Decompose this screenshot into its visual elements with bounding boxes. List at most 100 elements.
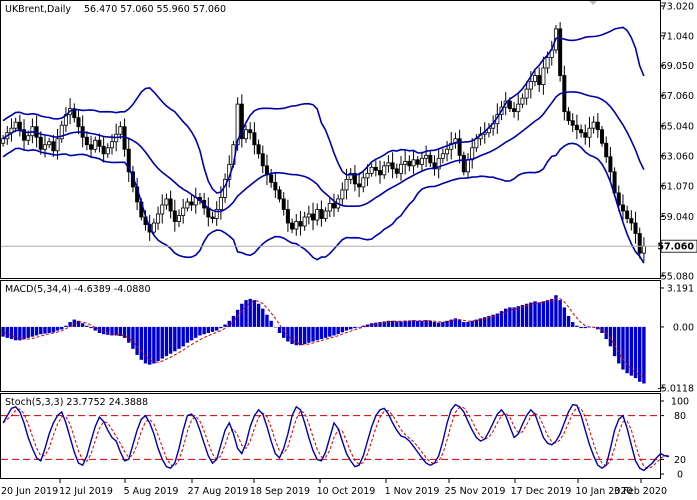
- candle-body: [604, 142, 609, 158]
- macd-bar: [457, 319, 462, 327]
- macd-bar: [399, 321, 403, 327]
- candle-body: [545, 57, 550, 69]
- candle-body: [93, 139, 98, 150]
- candle-body: [445, 148, 450, 155]
- price-tick-label: 67.060: [661, 91, 694, 102]
- stoch-tick-label: 0: [677, 470, 683, 481]
- current-price-label: 57.060: [657, 242, 694, 253]
- macd-bar: [290, 326, 294, 344]
- candle-body: [47, 141, 52, 146]
- macd-bar: [194, 326, 198, 338]
- macd-bar: [395, 321, 399, 327]
- macd-bar: [353, 326, 357, 329]
- candle-body: [181, 207, 186, 216]
- candle-body: [189, 201, 194, 206]
- candle-body: [608, 156, 613, 173]
- candle-body: [512, 108, 517, 113]
- macd-bar: [47, 326, 51, 333]
- candle-body: [541, 67, 546, 85]
- macd-bar: [386, 320, 391, 327]
- date-tick-label: 20 Jun 2019: [1, 486, 58, 497]
- macd-bar: [571, 322, 575, 327]
- macd-bar: [240, 303, 244, 327]
- macd-bar: [106, 326, 110, 335]
- candle-body: [72, 108, 77, 119]
- candle-body: [164, 198, 169, 206]
- macd-bar: [64, 325, 68, 327]
- candle-body: [457, 138, 462, 156]
- macd-bar: [512, 307, 516, 327]
- macd-bar: [227, 320, 231, 327]
- candle-body: [340, 189, 345, 200]
- candle-body: [172, 210, 177, 222]
- candle-body: [574, 124, 579, 131]
- stoch-axis: 100 80 20 0: [1, 397, 689, 481]
- candle-body: [637, 233, 642, 254]
- candle-body: [344, 178, 349, 191]
- macd-bar: [349, 326, 353, 330]
- candle-body: [269, 174, 274, 183]
- macd-bar: [26, 326, 30, 338]
- candle-body: [244, 129, 249, 140]
- candle-body: [97, 139, 102, 147]
- macd-bar: [558, 300, 562, 327]
- candle-body: [294, 221, 299, 230]
- candle-body: [474, 138, 479, 149]
- macd-bar: [633, 326, 638, 379]
- candle-body: [109, 141, 114, 149]
- macd-bar: [545, 300, 550, 327]
- candle-body: [319, 209, 324, 219]
- candle-body: [587, 127, 592, 138]
- candle-body: [311, 213, 316, 221]
- macd-bar: [621, 326, 625, 370]
- macd-bar: [13, 326, 18, 341]
- candle-body: [537, 75, 542, 85]
- macd-bar: [261, 308, 265, 327]
- macd-bar: [403, 320, 407, 327]
- candle-body: [26, 135, 31, 141]
- macd-signal-line: [2, 297, 645, 378]
- macd-bar: [147, 326, 152, 365]
- candle-body: [373, 166, 378, 171]
- macd-bar: [428, 320, 433, 327]
- macd-bar: [34, 326, 39, 336]
- candle-body: [277, 189, 282, 200]
- macd-bar: [265, 314, 269, 327]
- macd-bar: [344, 326, 349, 331]
- candle-body: [151, 222, 156, 233]
- macd-bar: [114, 326, 118, 336]
- macd-bar: [474, 319, 479, 327]
- candle-body: [424, 154, 429, 159]
- price-tick-label: 63.060: [661, 151, 694, 162]
- macd-bar: [424, 320, 428, 327]
- candle-body: [528, 81, 533, 90]
- macd-bar: [466, 322, 470, 327]
- macd-bar: [441, 322, 445, 327]
- macd-bar: [152, 326, 156, 364]
- candle-body: [59, 124, 64, 140]
- macd-bar: [382, 321, 386, 327]
- macd-bar: [453, 318, 458, 327]
- price-tick-label: 55.080: [661, 272, 694, 283]
- candle-body: [323, 210, 328, 219]
- candle-body: [302, 216, 307, 227]
- candle-body: [290, 222, 295, 230]
- macd-bar: [311, 326, 315, 342]
- macd-bar: [416, 320, 420, 327]
- macd-bar: [520, 304, 525, 327]
- macd-bar: [22, 326, 26, 340]
- candle-body: [13, 121, 18, 129]
- candle-body: [218, 197, 223, 210]
- macd-bar: [369, 323, 374, 327]
- candle-body: [595, 121, 600, 131]
- candle-body: [461, 154, 466, 173]
- macd-bar: [294, 326, 298, 346]
- macd-bar: [55, 326, 60, 331]
- candle-body: [398, 163, 403, 174]
- stoch-panel-frame: [0, 393, 661, 479]
- band-middle: [2, 91, 645, 213]
- candle-body: [570, 120, 575, 126]
- macd-bar: [160, 326, 164, 359]
- macd-bar: [541, 301, 546, 327]
- macd-bar: [319, 326, 324, 340]
